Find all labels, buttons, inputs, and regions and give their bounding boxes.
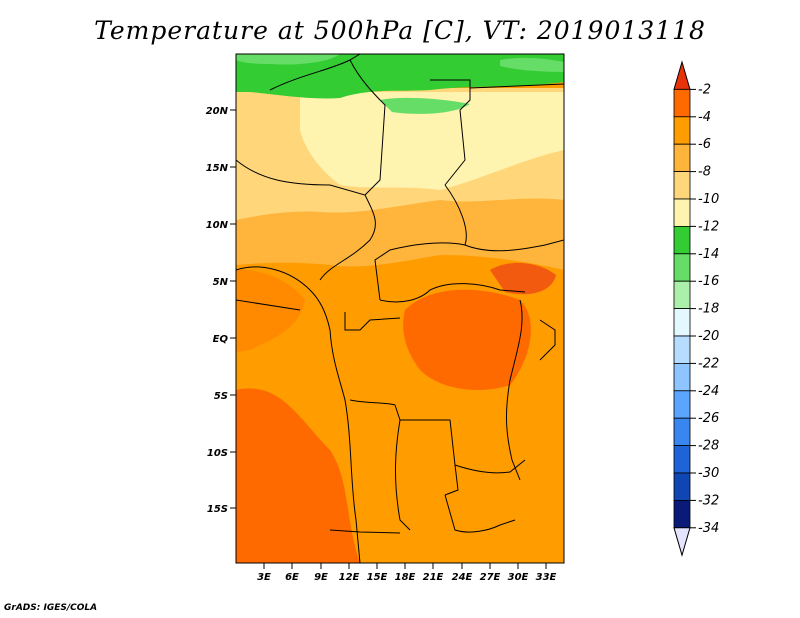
colorbar-label: -2 [698, 82, 711, 97]
colorbar-label: -22 [698, 356, 719, 371]
colorbar-label: -32 [698, 493, 719, 508]
grads-credit: GrADS: IGES/COLA [4, 603, 98, 613]
lon-label: 21E [423, 572, 444, 583]
colorbar-box [673, 171, 691, 200]
lon-label: 18E [395, 572, 416, 583]
colorbar-bottom-arrow [673, 527, 691, 557]
lat-label: 5S [214, 391, 228, 402]
colorbar-box [673, 472, 691, 501]
colorbar-box [673, 116, 691, 145]
lon-label: 27E [480, 572, 501, 583]
colorbar-label: -8 [698, 165, 711, 180]
colorbar-label: -18 [698, 302, 719, 317]
lat-label: EQ [213, 334, 229, 345]
colorbar-label: -28 [698, 439, 719, 454]
colorbar-box [673, 417, 691, 447]
lon-label: 9E [314, 572, 328, 583]
colorbar-box [673, 499, 691, 529]
colorbar: -2 -4 -6 -8 -10 -12 -14 -16 -18 -20 -22 -24 -26 -28 -3… [673, 60, 719, 557]
colorbar-label: -26 [698, 411, 719, 426]
colorbar-box [673, 308, 691, 337]
lon-label: 6E [285, 572, 299, 583]
colorbar-label: -16 [698, 274, 719, 289]
lat-label: 10N [206, 220, 229, 231]
lon-label: 24E [452, 572, 473, 583]
lat-label: 20N [206, 106, 229, 117]
colorbar-box [673, 280, 691, 310]
colorbar-box [673, 445, 691, 474]
colorbar-label: -20 [698, 329, 719, 344]
lat-label: 15N [206, 163, 229, 174]
colorbar-label: -30 [698, 466, 719, 481]
lat-label: 5N [213, 277, 229, 288]
colorbar-label: -6 [698, 137, 711, 152]
colorbar-label: -34 [698, 521, 719, 536]
lon-label: 33E [536, 572, 557, 583]
country-borders [236, 54, 564, 563]
colorbar-top-arrow [673, 60, 691, 90]
lat-label: 15S [207, 504, 228, 515]
latitude-axis: 20N 15N 10N 5N EQ 5S 10S 15S [206, 106, 236, 515]
colorbar-label: -24 [698, 384, 719, 399]
colorbar-box [673, 362, 691, 392]
lon-label: 3E [257, 572, 271, 583]
colorbar-label: -12 [698, 219, 719, 234]
colorbar-box [673, 225, 691, 255]
lon-label: 30E [508, 572, 529, 583]
map-frame [235, 53, 565, 564]
lon-label: 15E [367, 572, 388, 583]
colorbar-box [673, 143, 691, 172]
colorbar-box [673, 253, 691, 282]
temperature-field [236, 54, 564, 563]
lon-label: 12E [339, 572, 360, 583]
colorbar-label: -14 [698, 247, 719, 262]
colorbar-label: -10 [698, 192, 719, 207]
colorbar-box [673, 89, 691, 118]
colorbar-box [673, 390, 691, 419]
colorbar-label: -4 [698, 110, 711, 125]
lat-label: 10S [207, 448, 228, 459]
longitude-axis: 3E 6E 9E 12E 15E 18E 21E 24E 27E 30E 33E [257, 563, 557, 583]
colorbar-box [673, 335, 691, 364]
map-title: Temperature at 500hPa [C], VT: 201901311… [94, 16, 706, 45]
colorbar-box [673, 198, 691, 227]
